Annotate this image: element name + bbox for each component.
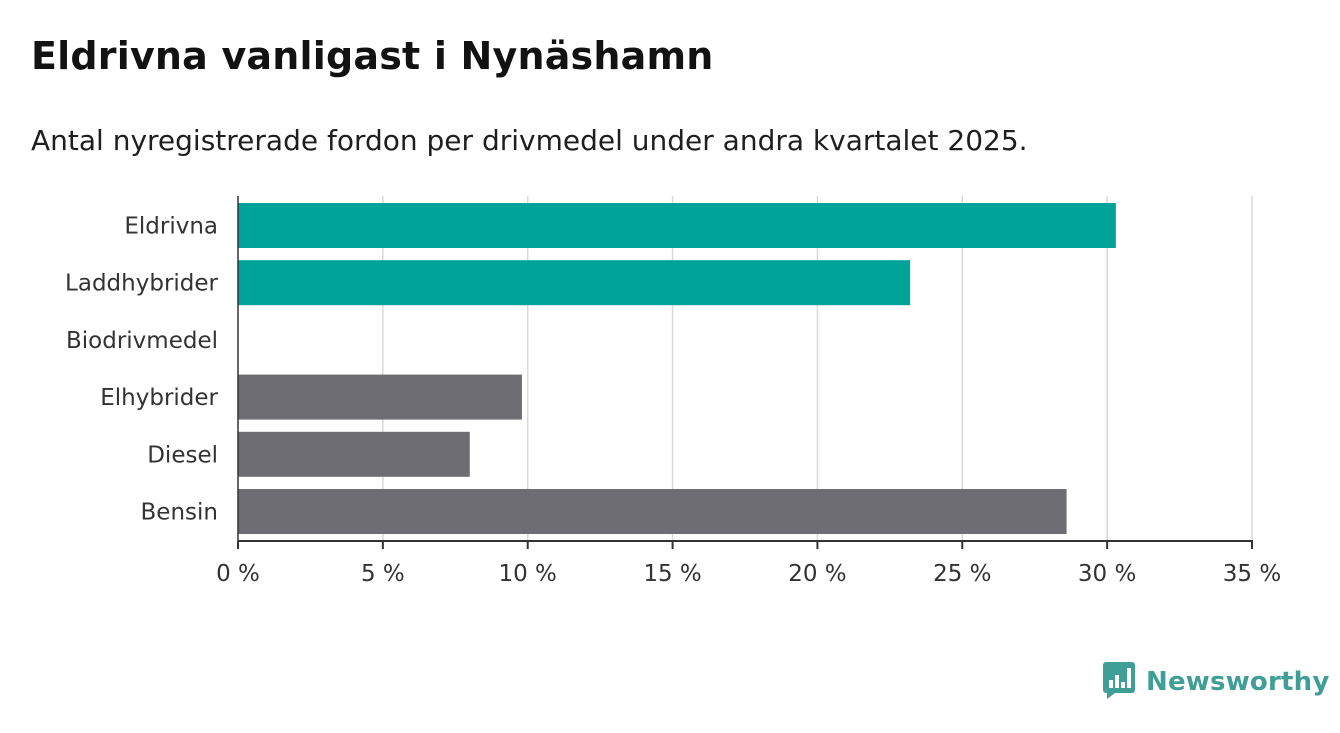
category-labels: Eldrivna Laddhybrider Biodrivmedel Elhybrid… bbox=[65, 214, 218, 526]
x-tick-label: 25 % bbox=[933, 561, 991, 587]
bar-bensin bbox=[238, 489, 1067, 534]
category-label: Eldrivna bbox=[124, 214, 218, 240]
x-axis: 0 % 5 % 10 % 15 % 20 % 25 % 30 % 35 % bbox=[216, 196, 1281, 587]
bar-eldrivna bbox=[238, 203, 1116, 248]
category-label: Elhybrider bbox=[100, 385, 218, 411]
x-tick-label: 35 % bbox=[1223, 561, 1281, 587]
bars bbox=[238, 203, 1116, 534]
chart-title: Eldrivna vanligast i Nynäshamn bbox=[31, 34, 714, 78]
x-tick-label: 10 % bbox=[498, 561, 556, 587]
category-label: Biodrivmedel bbox=[66, 328, 218, 354]
bar-elhybrider bbox=[238, 374, 522, 420]
category-label: Diesel bbox=[147, 442, 218, 468]
brand-logo: Newsworthy bbox=[1102, 662, 1329, 702]
brand-name: Newsworthy bbox=[1146, 667, 1330, 697]
newsworthy-bar-chart-icon bbox=[1102, 660, 1136, 704]
x-tick-label: 20 % bbox=[788, 561, 846, 587]
chart-subtitle: Antal nyregistrerade fordon per drivmede… bbox=[31, 124, 1028, 157]
category-label: Bensin bbox=[141, 500, 218, 526]
x-tick-label: 30 % bbox=[1078, 561, 1136, 587]
grid-lines bbox=[382, 196, 1253, 541]
x-tick-label: 0 % bbox=[216, 561, 260, 587]
bar-diesel bbox=[238, 431, 470, 477]
category-label: Laddhybrider bbox=[65, 271, 218, 297]
x-tick-label: 5 % bbox=[361, 561, 405, 587]
x-tick-label: 15 % bbox=[643, 561, 701, 587]
bar-laddhybrider bbox=[238, 260, 911, 306]
